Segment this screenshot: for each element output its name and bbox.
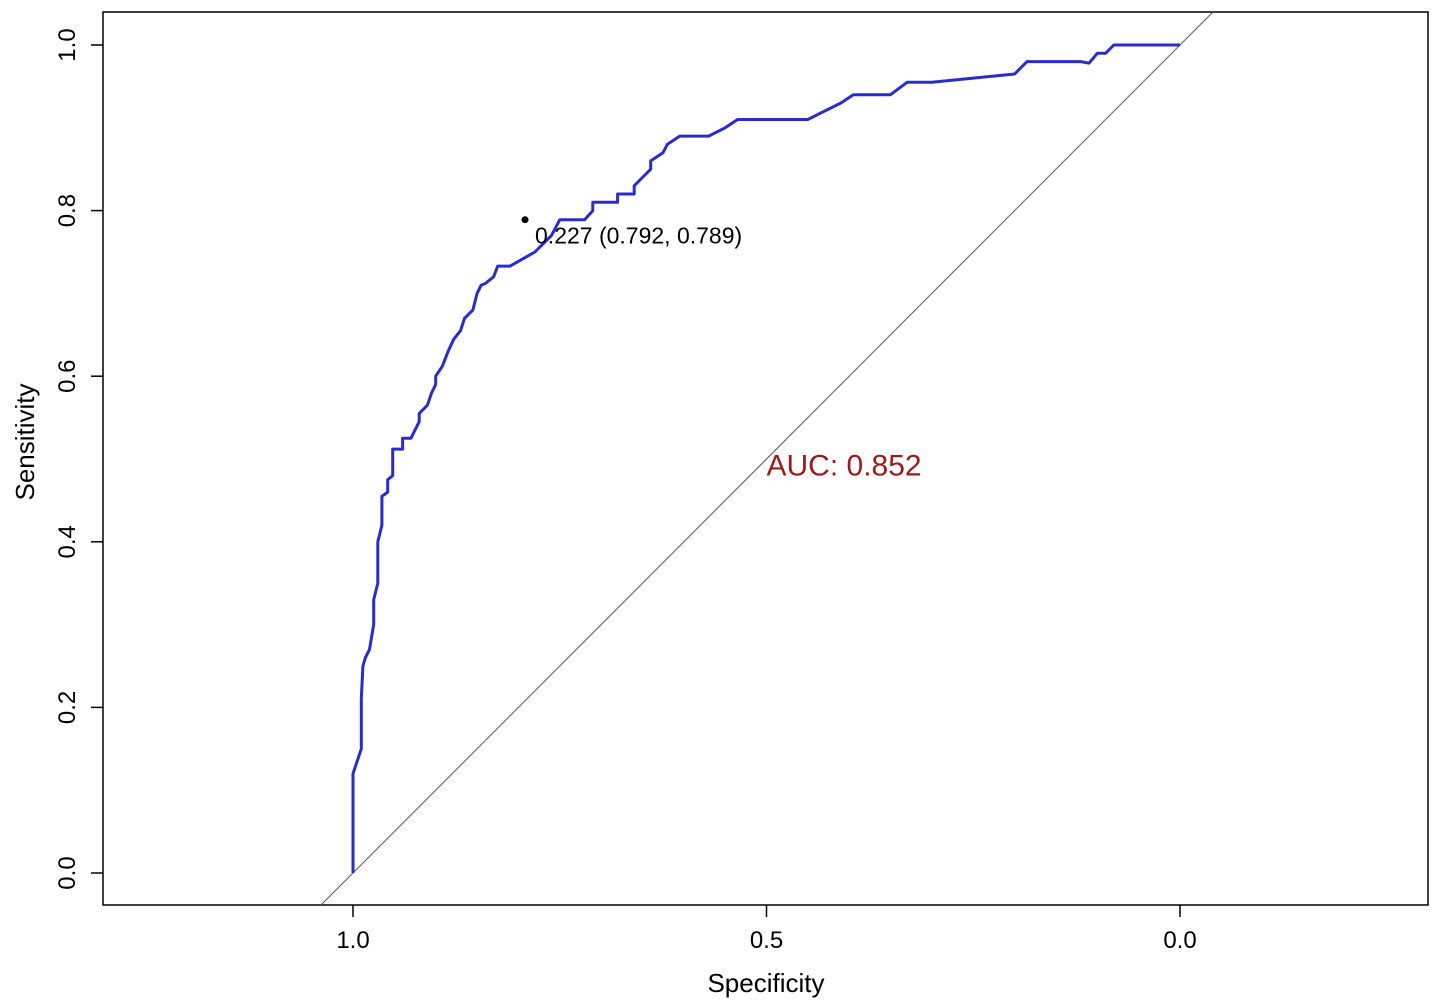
plot-area-frame — [102, 11, 1429, 906]
x-tick-label: 1.0 — [336, 927, 369, 954]
roc-curve-line — [351, 43, 1180, 873]
x-axis-title: Specificity — [707, 968, 824, 998]
y-tick-label: 0.6 — [54, 360, 81, 393]
x-tick-label: 0.0 — [1163, 927, 1196, 954]
auc-annotation: AUC: 0.852 — [767, 450, 922, 483]
threshold-point-label: 0.227 (0.792, 0.789) — [535, 223, 742, 249]
y-axis-title: Sensitivity — [10, 383, 40, 500]
y-tick-label: 0.4 — [54, 525, 81, 558]
x-axis: 1.0 0.5 0.0 — [336, 905, 1197, 954]
y-tick-label: 0.0 — [54, 856, 81, 889]
reference-diagonal-line — [320, 12, 1214, 905]
threshold-point — [521, 216, 529, 224]
y-axis: 0.0 0.2 0.4 0.6 0.8 1.0 — [54, 28, 103, 890]
y-tick-label: 1.0 — [54, 28, 81, 61]
y-tick-label: 0.8 — [54, 194, 81, 227]
y-tick-label: 0.2 — [54, 691, 81, 724]
x-tick-label: 0.5 — [750, 927, 783, 954]
